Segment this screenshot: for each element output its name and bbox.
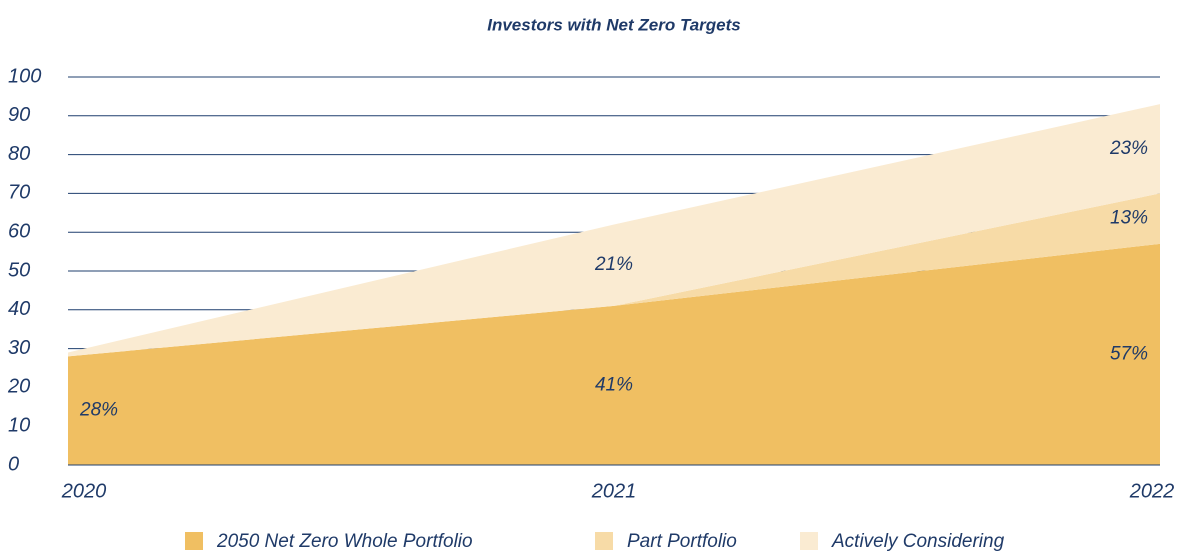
y-tick-label: 0	[8, 453, 19, 475]
y-tick-label: 10	[8, 414, 30, 436]
legend-label: Part Portfolio	[627, 531, 737, 552]
legend-label: 2050 Net Zero Whole Portfolio	[216, 531, 473, 552]
legend-swatch	[595, 532, 613, 550]
y-tick-label: 20	[7, 376, 30, 398]
y-tick-label: 30	[8, 337, 30, 359]
y-tick-label: 60	[8, 220, 30, 242]
y-tick-label: 80	[8, 143, 30, 165]
value-label: 28%	[79, 400, 118, 421]
x-tick-label: 2022	[1129, 480, 1175, 502]
value-label: 23%	[1109, 138, 1148, 159]
legend-swatch	[185, 532, 203, 550]
y-tick-label: 100	[8, 65, 41, 87]
area	[68, 104, 1160, 357]
y-tick-label: 40	[8, 298, 30, 320]
value-label: 57%	[1110, 343, 1148, 364]
x-tick-label: 2021	[591, 480, 637, 502]
y-tick-label: 70	[8, 182, 30, 204]
value-label: 21%	[594, 254, 633, 275]
y-tick-label: 50	[8, 259, 30, 281]
legend-swatch	[800, 532, 818, 550]
value-label: 41%	[595, 374, 633, 395]
legend-label: Actively Considering	[831, 531, 1005, 552]
y-tick-label: 90	[8, 104, 30, 126]
chart-title: Investors with Net Zero Targets	[487, 15, 740, 34]
value-label: 13%	[1110, 208, 1148, 229]
area	[68, 243, 1160, 465]
x-tick-label: 2020	[61, 480, 107, 502]
